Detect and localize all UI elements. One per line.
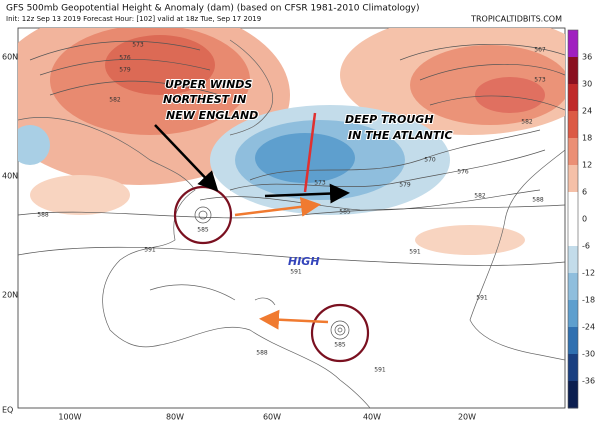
colorbar-swatch bbox=[568, 300, 578, 328]
contour-label: 570 bbox=[424, 157, 436, 164]
contour-label: 591 bbox=[144, 247, 156, 254]
contour-label: 588 bbox=[37, 212, 49, 219]
colorbar-label: 24 bbox=[582, 107, 592, 116]
colorbar-label: -12 bbox=[582, 269, 595, 278]
colorbar-label: 0 bbox=[582, 215, 587, 224]
colorbar-label: -6 bbox=[582, 242, 590, 251]
annotation: NORTHEST IN bbox=[163, 93, 246, 106]
colorbar-swatch bbox=[568, 381, 578, 409]
annotation: NEW ENGLAND bbox=[166, 109, 258, 122]
latitude-label: EQ bbox=[2, 406, 13, 415]
run-info: Init: 12z Sep 13 2019 Forecast Hour: [10… bbox=[6, 15, 261, 23]
contour-label: 573 bbox=[314, 180, 326, 187]
title: GFS 500mb Geopotential Height & Anomaly … bbox=[6, 4, 420, 14]
colorbar-label: 18 bbox=[582, 134, 592, 143]
contour-label: 585 bbox=[334, 342, 346, 349]
contour-label: 582 bbox=[521, 119, 533, 126]
annotation: DEEP TROUGH bbox=[345, 113, 434, 126]
contour-label: 576 bbox=[457, 169, 469, 176]
colorbar-swatch bbox=[568, 57, 578, 85]
colorbar-swatch bbox=[568, 354, 578, 382]
source: TROPICALTIDBITS.COM bbox=[470, 15, 562, 24]
annotation: HIGH bbox=[288, 255, 320, 268]
colorbar-label: 12 bbox=[582, 161, 592, 170]
colorbar-label: 36 bbox=[582, 53, 592, 62]
colorbar-swatch bbox=[568, 219, 578, 247]
contour-label: 588 bbox=[532, 197, 544, 204]
contour-label: 567 bbox=[534, 47, 546, 54]
colorbar: 36 30 24 18 12 6 0 -6 -12 -18 -24 -30 -36 bbox=[567, 29, 595, 409]
colorbar-frame bbox=[567, 29, 579, 409]
contour-label: 591 bbox=[290, 269, 302, 276]
contour-label: 591 bbox=[374, 367, 386, 374]
colorbar-swatch bbox=[568, 30, 578, 58]
contour-label: 573 bbox=[132, 42, 144, 49]
contour-label: 579 bbox=[119, 67, 131, 74]
longitude-label: 20W bbox=[458, 413, 476, 422]
contour-label: 588 bbox=[256, 350, 268, 357]
colorbar-swatch bbox=[568, 84, 578, 112]
contour-label: 591 bbox=[476, 295, 488, 302]
latitude-label: 20N bbox=[2, 291, 18, 300]
contour-label: 582 bbox=[109, 97, 121, 104]
colorbar-swatch bbox=[568, 138, 578, 166]
colorbar-swatch bbox=[568, 327, 578, 355]
longitude-label: 100W bbox=[58, 413, 81, 422]
contour-label: 579 bbox=[399, 182, 411, 189]
colorbar-swatch bbox=[568, 192, 578, 220]
colorbar-swatch bbox=[568, 165, 578, 193]
colorbar-swatch bbox=[568, 111, 578, 139]
annotation: IN THE ATLANTIC bbox=[348, 129, 453, 142]
contour-label: 591 bbox=[409, 249, 421, 256]
colorbar-label: -24 bbox=[582, 323, 595, 332]
colorbar-label: -36 bbox=[582, 377, 595, 386]
contour-label: 582 bbox=[474, 193, 486, 200]
latitude-label: 60N bbox=[2, 53, 18, 62]
latitude-label: 40N bbox=[2, 172, 18, 181]
longitude-label: 40W bbox=[363, 413, 381, 422]
longitude-label: 60W bbox=[263, 413, 281, 422]
annotation: UPPER WINDS bbox=[165, 78, 252, 91]
colorbar-swatch bbox=[568, 246, 578, 274]
colorbar-label: 6 bbox=[582, 188, 587, 197]
longitude-label: 80W bbox=[166, 413, 184, 422]
contour-label: 585 bbox=[197, 227, 209, 234]
contour-label: 573 bbox=[534, 77, 546, 84]
labels: GFS 500mb Geopotential Height & Anomaly … bbox=[2, 4, 562, 422]
colorbar-label: 30 bbox=[582, 80, 592, 89]
map-area bbox=[17, 27, 566, 409]
contour-label: 576 bbox=[119, 55, 131, 62]
colorbar-label: -18 bbox=[582, 296, 595, 305]
colorbar-label: -30 bbox=[582, 350, 595, 359]
contour-label: 585 bbox=[339, 209, 351, 216]
colorbar-swatch bbox=[568, 273, 578, 301]
